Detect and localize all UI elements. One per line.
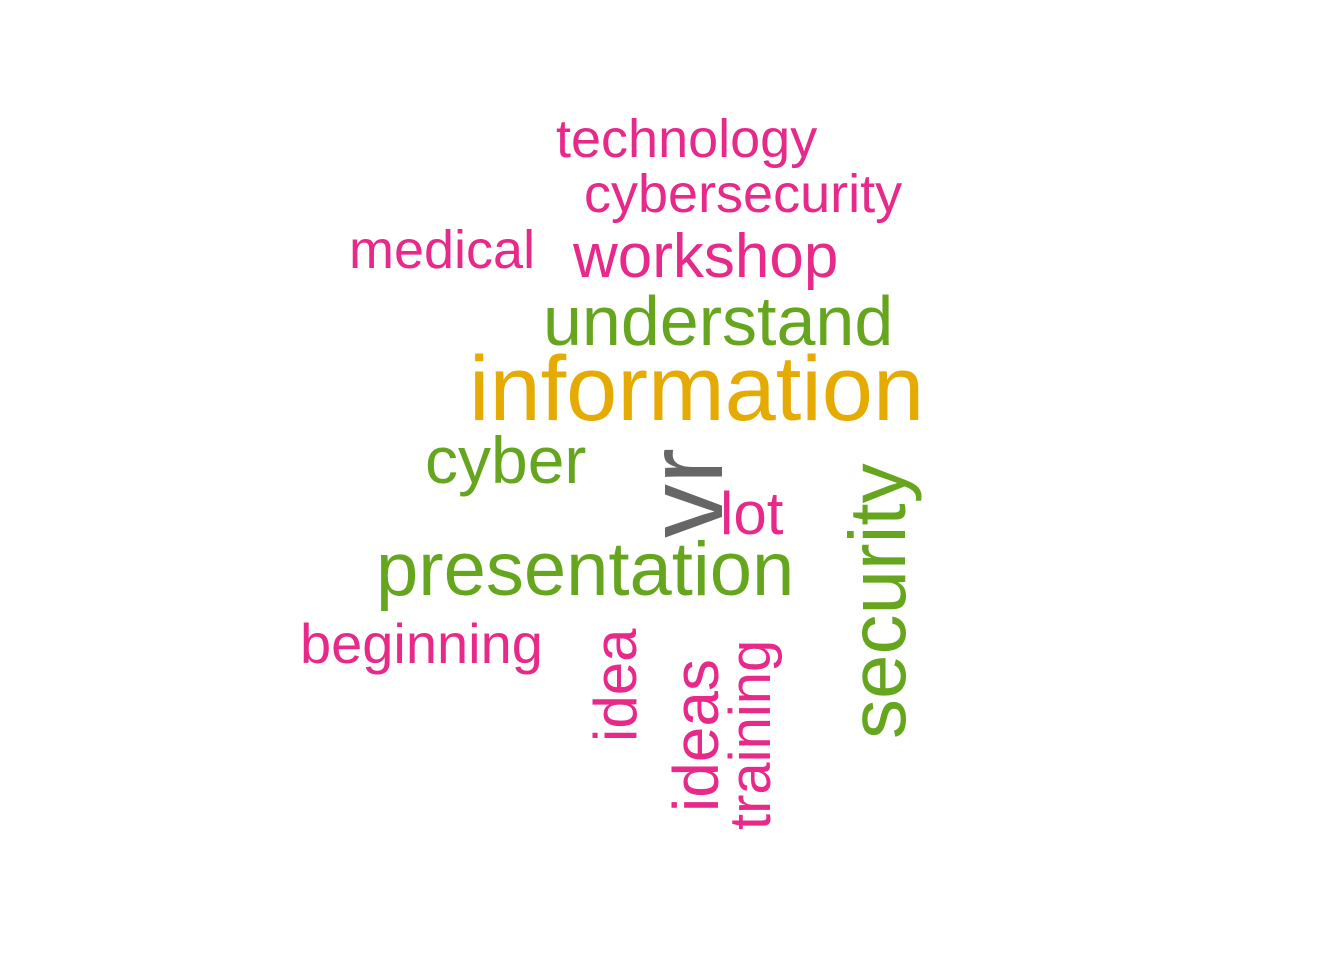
- word-lot: lot: [720, 480, 784, 547]
- word-cybersecurity: cybersecurity: [584, 164, 903, 224]
- word-cyber: cyber: [425, 423, 587, 497]
- word-training: training: [718, 639, 783, 830]
- word-presentation: presentation: [376, 527, 795, 612]
- word-medical: medical: [349, 220, 536, 280]
- word-workshop: workshop: [573, 222, 839, 291]
- word-beginning: beginning: [300, 612, 543, 675]
- word-technology: technology: [556, 109, 818, 169]
- word-idea: idea: [582, 628, 649, 742]
- word-security: security: [833, 463, 922, 739]
- word-understand: understand: [543, 282, 894, 360]
- word-information: information: [469, 338, 925, 440]
